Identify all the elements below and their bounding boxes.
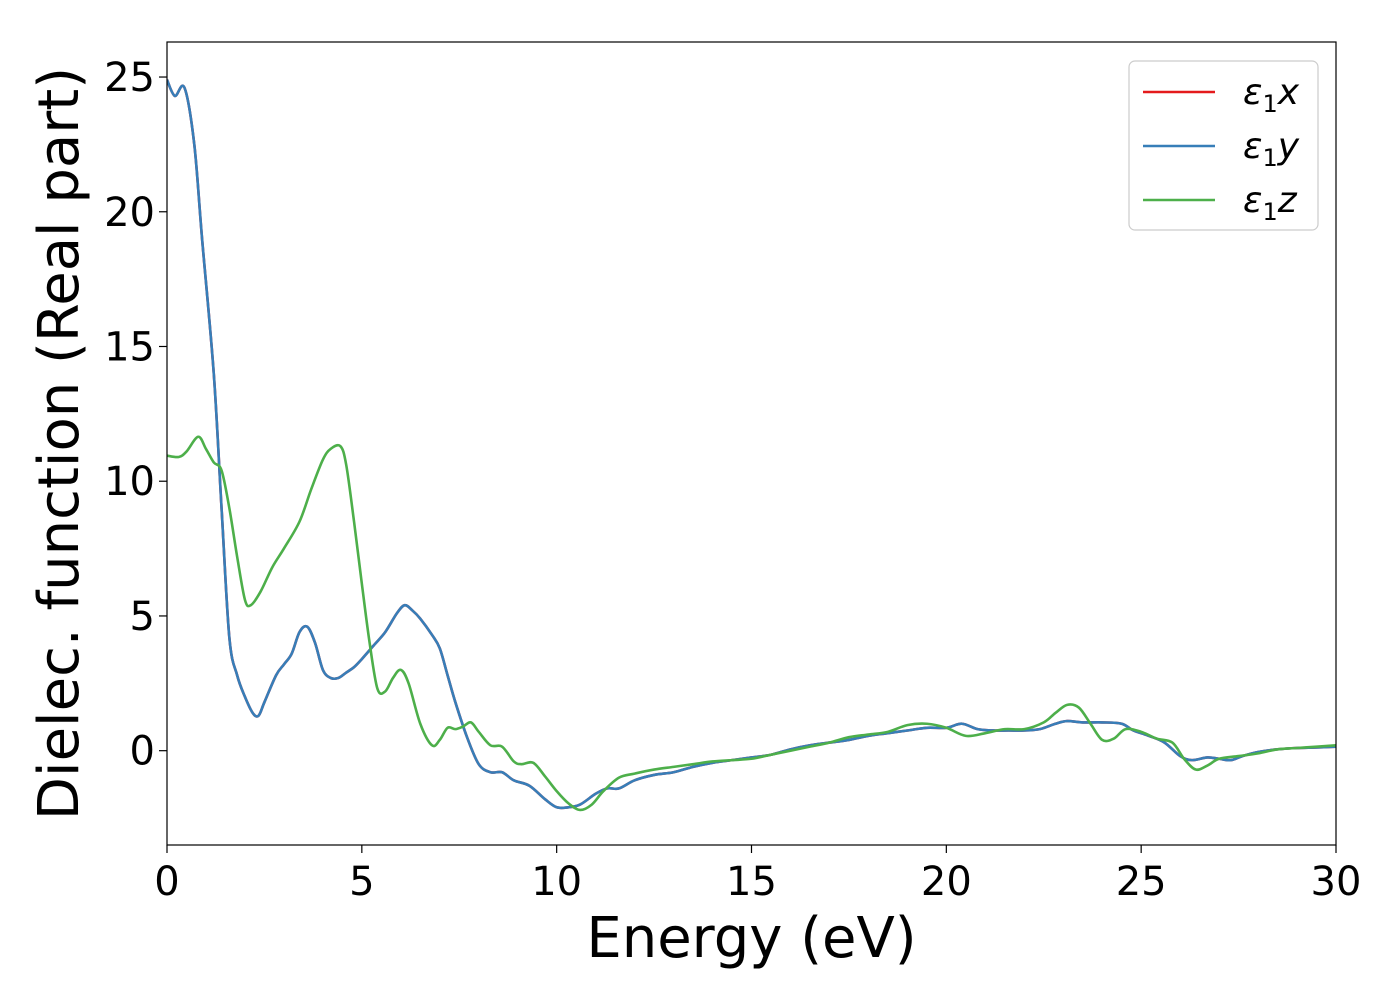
x-axis-title: Energy (eV) — [586, 906, 916, 971]
y-tick-label: 5 — [130, 594, 155, 640]
series-line-3 — [167, 435, 1336, 812]
legend-label-2: ε1y — [1243, 126, 1300, 172]
x-tick-label: 30 — [1311, 859, 1362, 905]
x-tick-label: 20 — [921, 859, 972, 905]
legend: ε1x ε1y ε1z — [1128, 60, 1319, 231]
x-tick-label: 0 — [154, 859, 179, 905]
y-axis: 0 5 10 15 20 25 — [104, 55, 167, 775]
series-group — [167, 79, 1336, 812]
legend-label-1: ε1x — [1243, 72, 1300, 118]
x-tick-label: 10 — [531, 859, 582, 905]
x-tick-label: 25 — [1116, 859, 1167, 905]
y-tick-label: 20 — [104, 190, 155, 236]
y-tick-label: 25 — [104, 55, 155, 101]
x-axis: 0 5 10 15 20 25 30 — [154, 845, 1361, 905]
y-axis-title: Dielec. function (Real part) — [27, 67, 92, 820]
y-tick-label: 10 — [104, 459, 155, 505]
y-tick-label: 15 — [104, 324, 155, 370]
x-tick-label: 15 — [726, 859, 777, 905]
x-tick-label: 5 — [349, 859, 374, 905]
series-line-2 — [167, 79, 1336, 810]
y-tick-label: 0 — [130, 729, 155, 775]
legend-frame — [1128, 60, 1319, 231]
legend-label-3: ε1z — [1243, 180, 1298, 226]
